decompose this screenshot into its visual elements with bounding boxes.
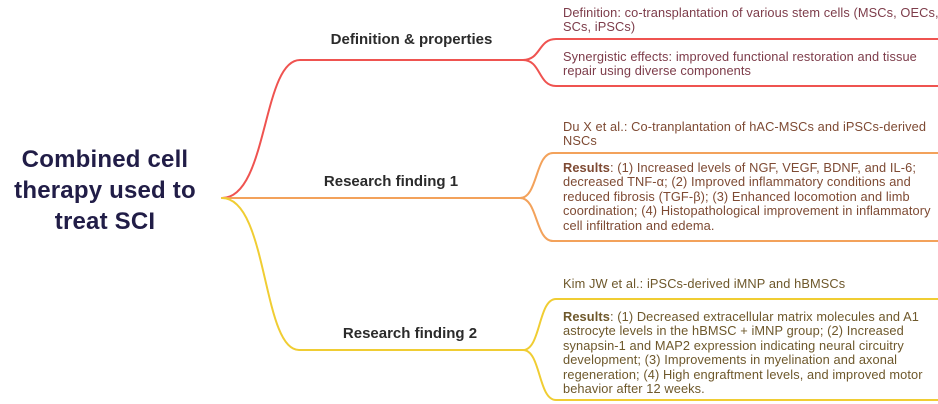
- branch-definition-link: [221, 59, 524, 199]
- leaf-node-synergistic-effects: Synergistic effects: improved functional…: [563, 49, 917, 79]
- results-body-text: : (1) Decreased extracellular matrix mol…: [563, 309, 923, 397]
- branch-finding2-link: [221, 197, 524, 351]
- leaf-definition-underline: [522, 38, 938, 61]
- leaf-du-x-study-underline: [519, 152, 938, 199]
- leaf-node-kim-jw-results: Results: (1) Decreased extracellular mat…: [563, 309, 938, 397]
- leaf-node-du-x-results: Results: (1) Increased levels of NGF, VE…: [563, 160, 938, 233]
- results-bold-prefix: Results: [563, 309, 610, 324]
- results-body-text: : (1) Increased levels of NGF, VEGF, BDN…: [563, 160, 931, 233]
- branch-label-research-finding-1: Research finding 1: [323, 173, 459, 190]
- root-node-title: Combined cell therapy used to treat SCI: [14, 146, 196, 235]
- results-bold-prefix: Results: [563, 160, 610, 175]
- leaf-kim-jw-study-underline: [522, 298, 938, 351]
- branch-label-definition-properties: Definition & properties: [330, 31, 493, 48]
- leaf-node-du-x-study: Du X et al.: Co-tranplantation of hAC-MS…: [563, 119, 927, 149]
- leaf-kim-jw-results-underline: [522, 349, 938, 401]
- leaf-node-kim-jw-study: Kim JW et al.: iPSCs-derived iMNP and hB…: [563, 276, 846, 291]
- leaf-du-x-results-underline: [519, 197, 938, 242]
- leaf-synergistic-underline: [522, 59, 938, 87]
- leaf-node-definition: Definition: co-transplantation of variou…: [563, 5, 938, 35]
- branch-label-research-finding-2: Research finding 2: [342, 325, 478, 342]
